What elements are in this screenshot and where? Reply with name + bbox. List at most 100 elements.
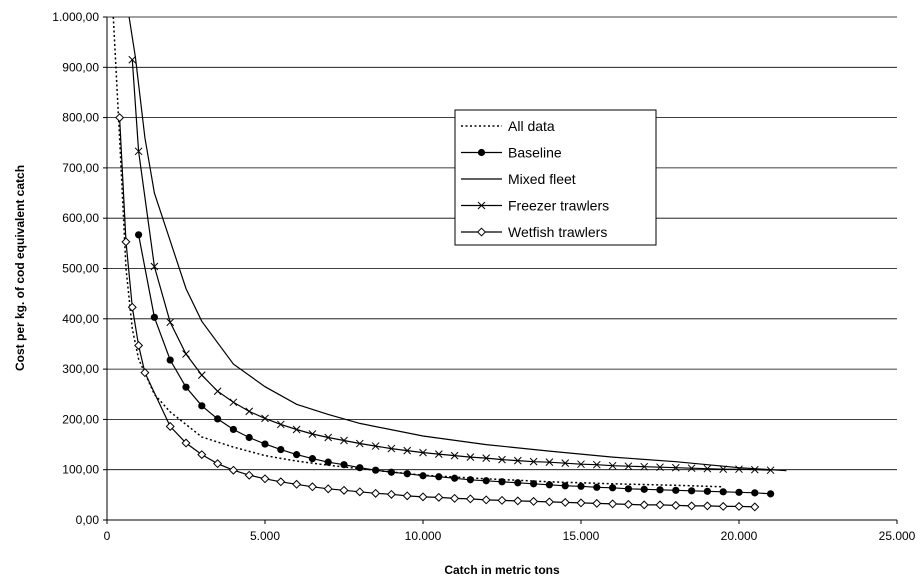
data-point	[127, 302, 137, 312]
y-tick-label: 0,00	[76, 513, 100, 527]
data-point	[688, 487, 696, 495]
data-point	[371, 442, 380, 450]
data-point	[245, 407, 254, 416]
data-point	[672, 486, 680, 494]
data-point	[261, 414, 269, 423]
series-all-data	[112, 17, 724, 488]
legend-label: Wetfish trawlers	[508, 224, 607, 240]
data-point	[766, 466, 775, 475]
data-point	[513, 496, 523, 506]
legend-label: Baseline	[508, 145, 562, 161]
data-point	[356, 464, 364, 472]
data-point	[228, 465, 238, 475]
data-point	[181, 438, 191, 448]
data-point	[387, 468, 395, 476]
data-point	[481, 495, 491, 505]
data-point	[656, 486, 664, 494]
data-point	[115, 113, 125, 123]
data-point	[750, 502, 760, 512]
data-point	[497, 495, 507, 505]
legend-item: Freezer trawlers	[461, 198, 609, 214]
data-point	[655, 500, 665, 510]
series-line	[112, 17, 724, 488]
data-point	[545, 458, 554, 467]
data-point	[719, 488, 727, 496]
data-point	[355, 487, 365, 497]
data-point	[450, 493, 460, 503]
data-point	[140, 368, 150, 378]
data-point	[229, 425, 237, 434]
data-point	[639, 500, 649, 510]
data-point	[751, 489, 759, 497]
x-tick-label: 15.000	[563, 529, 600, 543]
series-line	[119, 117, 755, 508]
x-tick-label: 5.000	[250, 529, 280, 543]
data-point	[324, 433, 333, 442]
y-tick-label: 700,00	[62, 161, 99, 175]
data-point	[592, 460, 601, 469]
data-point	[213, 459, 223, 469]
data-point	[576, 498, 586, 508]
data-point	[593, 483, 601, 491]
legend-item: Mixed fleet	[461, 171, 576, 187]
data-point	[166, 356, 174, 364]
data-point	[293, 451, 301, 459]
series-line	[131, 59, 771, 471]
data-point	[477, 201, 486, 210]
data-point	[214, 415, 222, 423]
data-point	[466, 476, 474, 484]
data-point	[339, 485, 349, 495]
data-point	[640, 462, 649, 471]
legend-label: All data	[508, 118, 555, 134]
data-point	[656, 463, 664, 472]
data-point	[498, 478, 506, 486]
data-point	[623, 499, 633, 509]
data-point	[403, 470, 411, 478]
data-point	[261, 440, 269, 448]
data-point	[419, 448, 427, 457]
data-point	[277, 445, 285, 454]
y-tick-label: 400,00	[62, 312, 99, 326]
data-point	[292, 425, 301, 434]
data-point	[435, 473, 443, 481]
data-point	[150, 262, 159, 271]
y-tick-label: 300,00	[62, 362, 99, 376]
data-point	[592, 498, 602, 508]
data-point	[545, 481, 554, 489]
y-tick-label: 600,00	[62, 211, 99, 225]
data-point	[703, 464, 712, 473]
data-point	[387, 444, 396, 453]
data-point	[561, 482, 569, 490]
data-point	[308, 455, 316, 463]
data-point	[687, 464, 696, 473]
data-point	[165, 421, 175, 431]
data-point	[244, 470, 254, 480]
data-point	[735, 465, 743, 474]
data-point	[577, 460, 585, 469]
data-point	[307, 482, 317, 492]
y-tick-label: 500,00	[62, 262, 99, 276]
data-point	[419, 472, 427, 480]
data-point	[560, 497, 570, 507]
data-point	[703, 487, 712, 495]
x-axis-title: Catch in metric tons	[444, 563, 560, 577]
data-point	[166, 318, 175, 327]
data-point	[561, 459, 570, 468]
y-tick-label: 1.000,00	[52, 10, 99, 24]
legend-label: Freezer trawlers	[508, 198, 609, 214]
data-point	[529, 496, 539, 506]
y-tick-label: 200,00	[62, 412, 99, 426]
data-point	[229, 398, 238, 407]
data-point	[530, 480, 538, 488]
data-point	[450, 451, 459, 460]
y-tick-label: 100,00	[62, 463, 99, 477]
y-tick-label: 900,00	[62, 60, 99, 74]
x-tick-label: 10.000	[405, 529, 442, 543]
data-point	[134, 147, 143, 156]
data-point	[403, 446, 412, 455]
data-point	[198, 402, 206, 410]
y-tick-label: 800,00	[62, 111, 99, 125]
data-point	[308, 430, 317, 438]
data-point	[418, 492, 428, 502]
